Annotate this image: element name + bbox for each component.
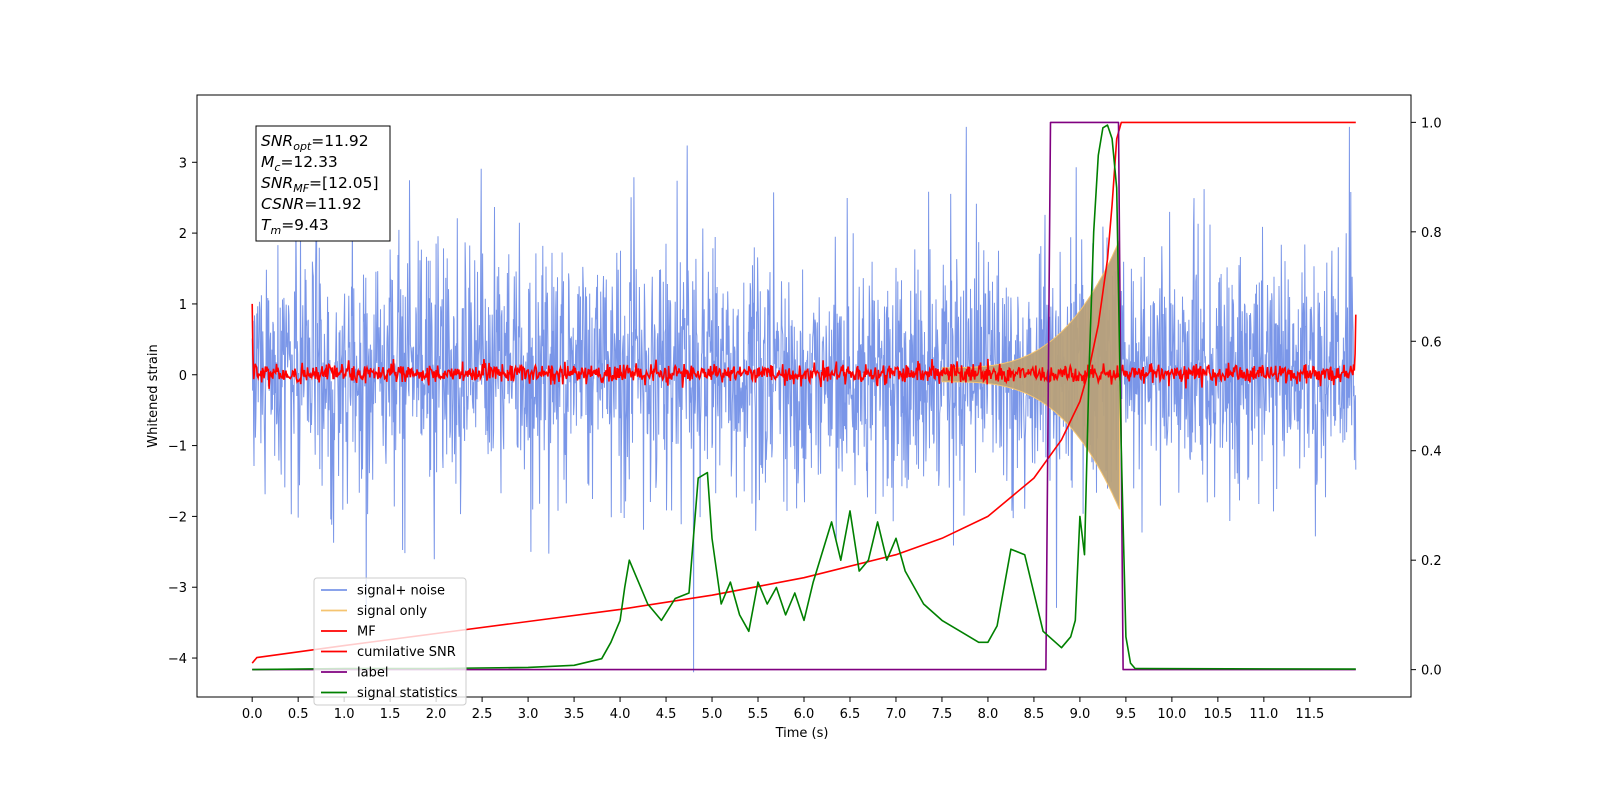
y2-tick-label: 0.4	[1421, 445, 1442, 460]
y2-tick-label: 1.0	[1421, 116, 1442, 131]
x-tick-label: 2.0	[426, 707, 447, 722]
annotation-box	[255, 125, 391, 242]
x-tick-label: 7.5	[932, 707, 953, 722]
y2-axis: 0.0 0.2 0.4 0.6 0.8 1.0	[1411, 116, 1442, 679]
x-tick-label: 11.0	[1249, 707, 1278, 722]
x-tick-label: 8.5	[1024, 707, 1045, 722]
y-tick-label: −4	[168, 652, 187, 667]
series-cumulative-snr-line	[251, 121, 1356, 664]
x-tick-label: 2.5	[472, 707, 493, 722]
legend-label: label	[357, 666, 388, 681]
x-tick-label: 0.0	[242, 707, 263, 722]
x-tick-label: 3.5	[564, 707, 585, 722]
y-tick-label: −1	[168, 440, 187, 455]
y2-tick-label: 0.0	[1421, 664, 1442, 679]
legend-item: cumilative SNR	[321, 645, 456, 660]
legend-item: label	[321, 666, 388, 681]
y2-tick-label: 0.6	[1421, 335, 1442, 350]
annotation-line: Mc=12.33	[261, 153, 338, 174]
y-tick-label: 1	[179, 298, 187, 313]
legend-item: signal+ noise	[321, 584, 445, 599]
y-axis: 3 2 1 0 −1 −2 −3 −4	[168, 156, 197, 667]
legend-item: MF	[321, 625, 376, 640]
x-tick-label: 4.0	[610, 707, 631, 722]
x-tick-label: 10.0	[1157, 707, 1186, 722]
x-tick-label: 5.5	[748, 707, 769, 722]
y-tick-label: −3	[168, 581, 187, 596]
legend: signal+ noise signal only MF cumilative SNR…	[313, 577, 467, 706]
x-tick-label: 7.0	[886, 707, 907, 722]
y-axis-label: Whitened strain	[146, 344, 161, 447]
y2-tick-label: 0.8	[1421, 226, 1442, 241]
series-label-line	[252, 121, 1356, 671]
x-axis-label: Time (s)	[775, 726, 829, 741]
legend-label: MF	[357, 625, 376, 640]
series-signal-statistics-line	[252, 124, 1356, 671]
legend-label: signal statistics	[357, 686, 458, 701]
y-tick-label: −2	[168, 510, 187, 525]
x-tick-label: 10.5	[1203, 707, 1232, 722]
x-tick-label: 5.0	[702, 707, 723, 722]
annotation-line: SNRopt=11.92	[261, 132, 369, 153]
annotation-line: SNRMF=[12.05]	[261, 174, 379, 195]
y-tick-label: 3	[179, 156, 187, 171]
y-tick-label: 0	[179, 369, 187, 384]
annotation-line: CSNR=11.92	[261, 195, 362, 213]
legend-label: cumilative SNR	[357, 645, 456, 660]
x-tick-label: 8.0	[978, 707, 999, 722]
legend-label: signal only	[357, 604, 427, 619]
legend-item: signal statistics	[321, 686, 458, 701]
legend-box	[313, 577, 467, 706]
x-tick-label: 9.0	[1070, 707, 1091, 722]
stats-annotation-box: SNRopt=11.92Mc=12.33SNRMF=[12.05]CSNR=11…	[255, 125, 391, 242]
x-tick-label: 1.0	[334, 707, 355, 722]
annotation-line: Tm=9.43	[261, 216, 329, 237]
x-tick-label: 1.5	[380, 707, 401, 722]
x-tick-label: 11.5	[1295, 707, 1324, 722]
x-tick-label: 0.5	[288, 707, 309, 722]
legend-item: signal only	[321, 604, 427, 619]
x-tick-label: 3.0	[518, 707, 539, 722]
series-signal-noise-line	[251, 126, 1357, 673]
series-mf-line	[251, 303, 1357, 389]
legend-label: signal+ noise	[357, 584, 445, 599]
x-tick-label: 9.5	[1116, 707, 1137, 722]
x-tick-label: 6.5	[840, 707, 861, 722]
x-axis: 0.0 0.5 1.0 1.5 2.0 2.5 3.0 3.5 4.0 4.5 5.0 5.5 6.0 6…	[242, 697, 1324, 722]
plot-area	[251, 121, 1357, 673]
x-tick-label: 4.5	[656, 707, 677, 722]
y2-tick-label: 0.2	[1421, 554, 1442, 569]
x-tick-label: 6.0	[794, 707, 815, 722]
y-tick-label: 2	[179, 227, 187, 242]
